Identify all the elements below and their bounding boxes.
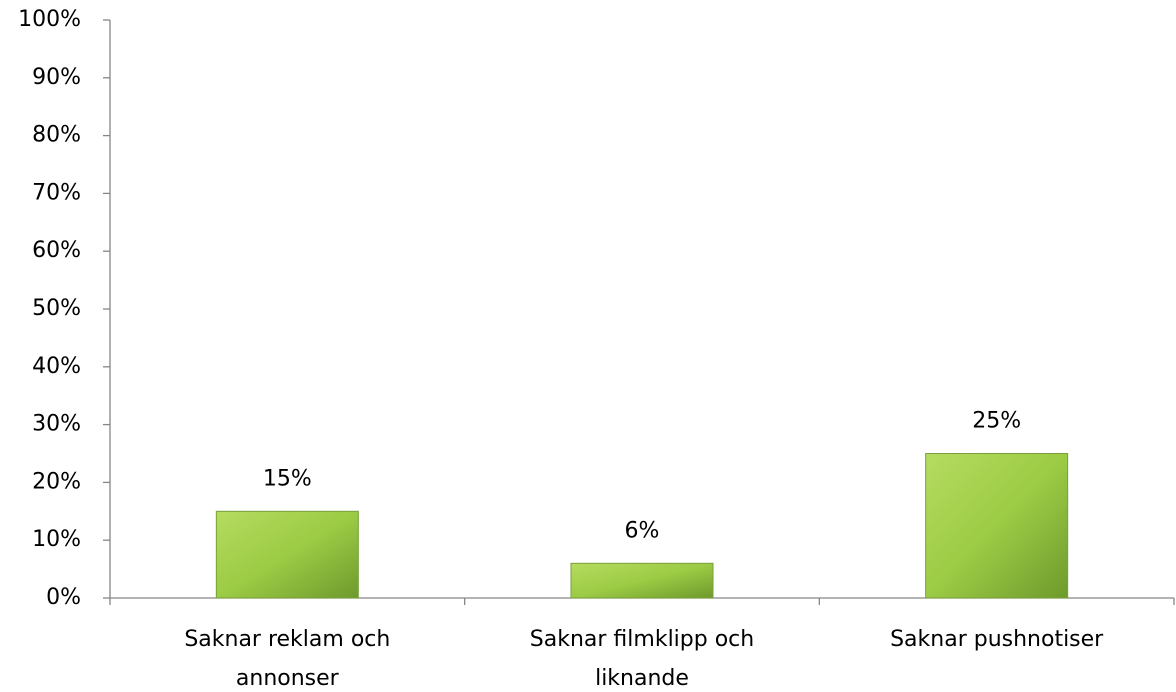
x-tick-label: Saknar reklam och annonser — [184, 627, 390, 691]
bar — [925, 453, 1069, 599]
y-tick-label: 100% — [18, 7, 81, 32]
y-tick-label: 40% — [32, 354, 81, 379]
y-tick-label: 80% — [32, 123, 81, 148]
y-tick-label: 60% — [32, 238, 81, 263]
y-tick-label: 50% — [32, 296, 81, 321]
bar — [570, 562, 714, 599]
y-tick-label: 20% — [32, 469, 81, 494]
data-label: 15% — [263, 466, 312, 491]
y-tick-label: 90% — [32, 65, 81, 90]
y-tick-label: 30% — [32, 412, 81, 437]
bar — [215, 510, 359, 599]
y-tick-label: 0% — [46, 585, 81, 610]
data-label: 25% — [972, 409, 1021, 434]
data-label: 6% — [625, 518, 660, 543]
x-tick-label: Saknar filmklipp och liknande — [530, 627, 754, 691]
y-tick-label: 10% — [32, 527, 81, 552]
x-tick-label: Saknar pushnotiser — [890, 627, 1104, 652]
y-tick-label: 70% — [32, 180, 81, 205]
